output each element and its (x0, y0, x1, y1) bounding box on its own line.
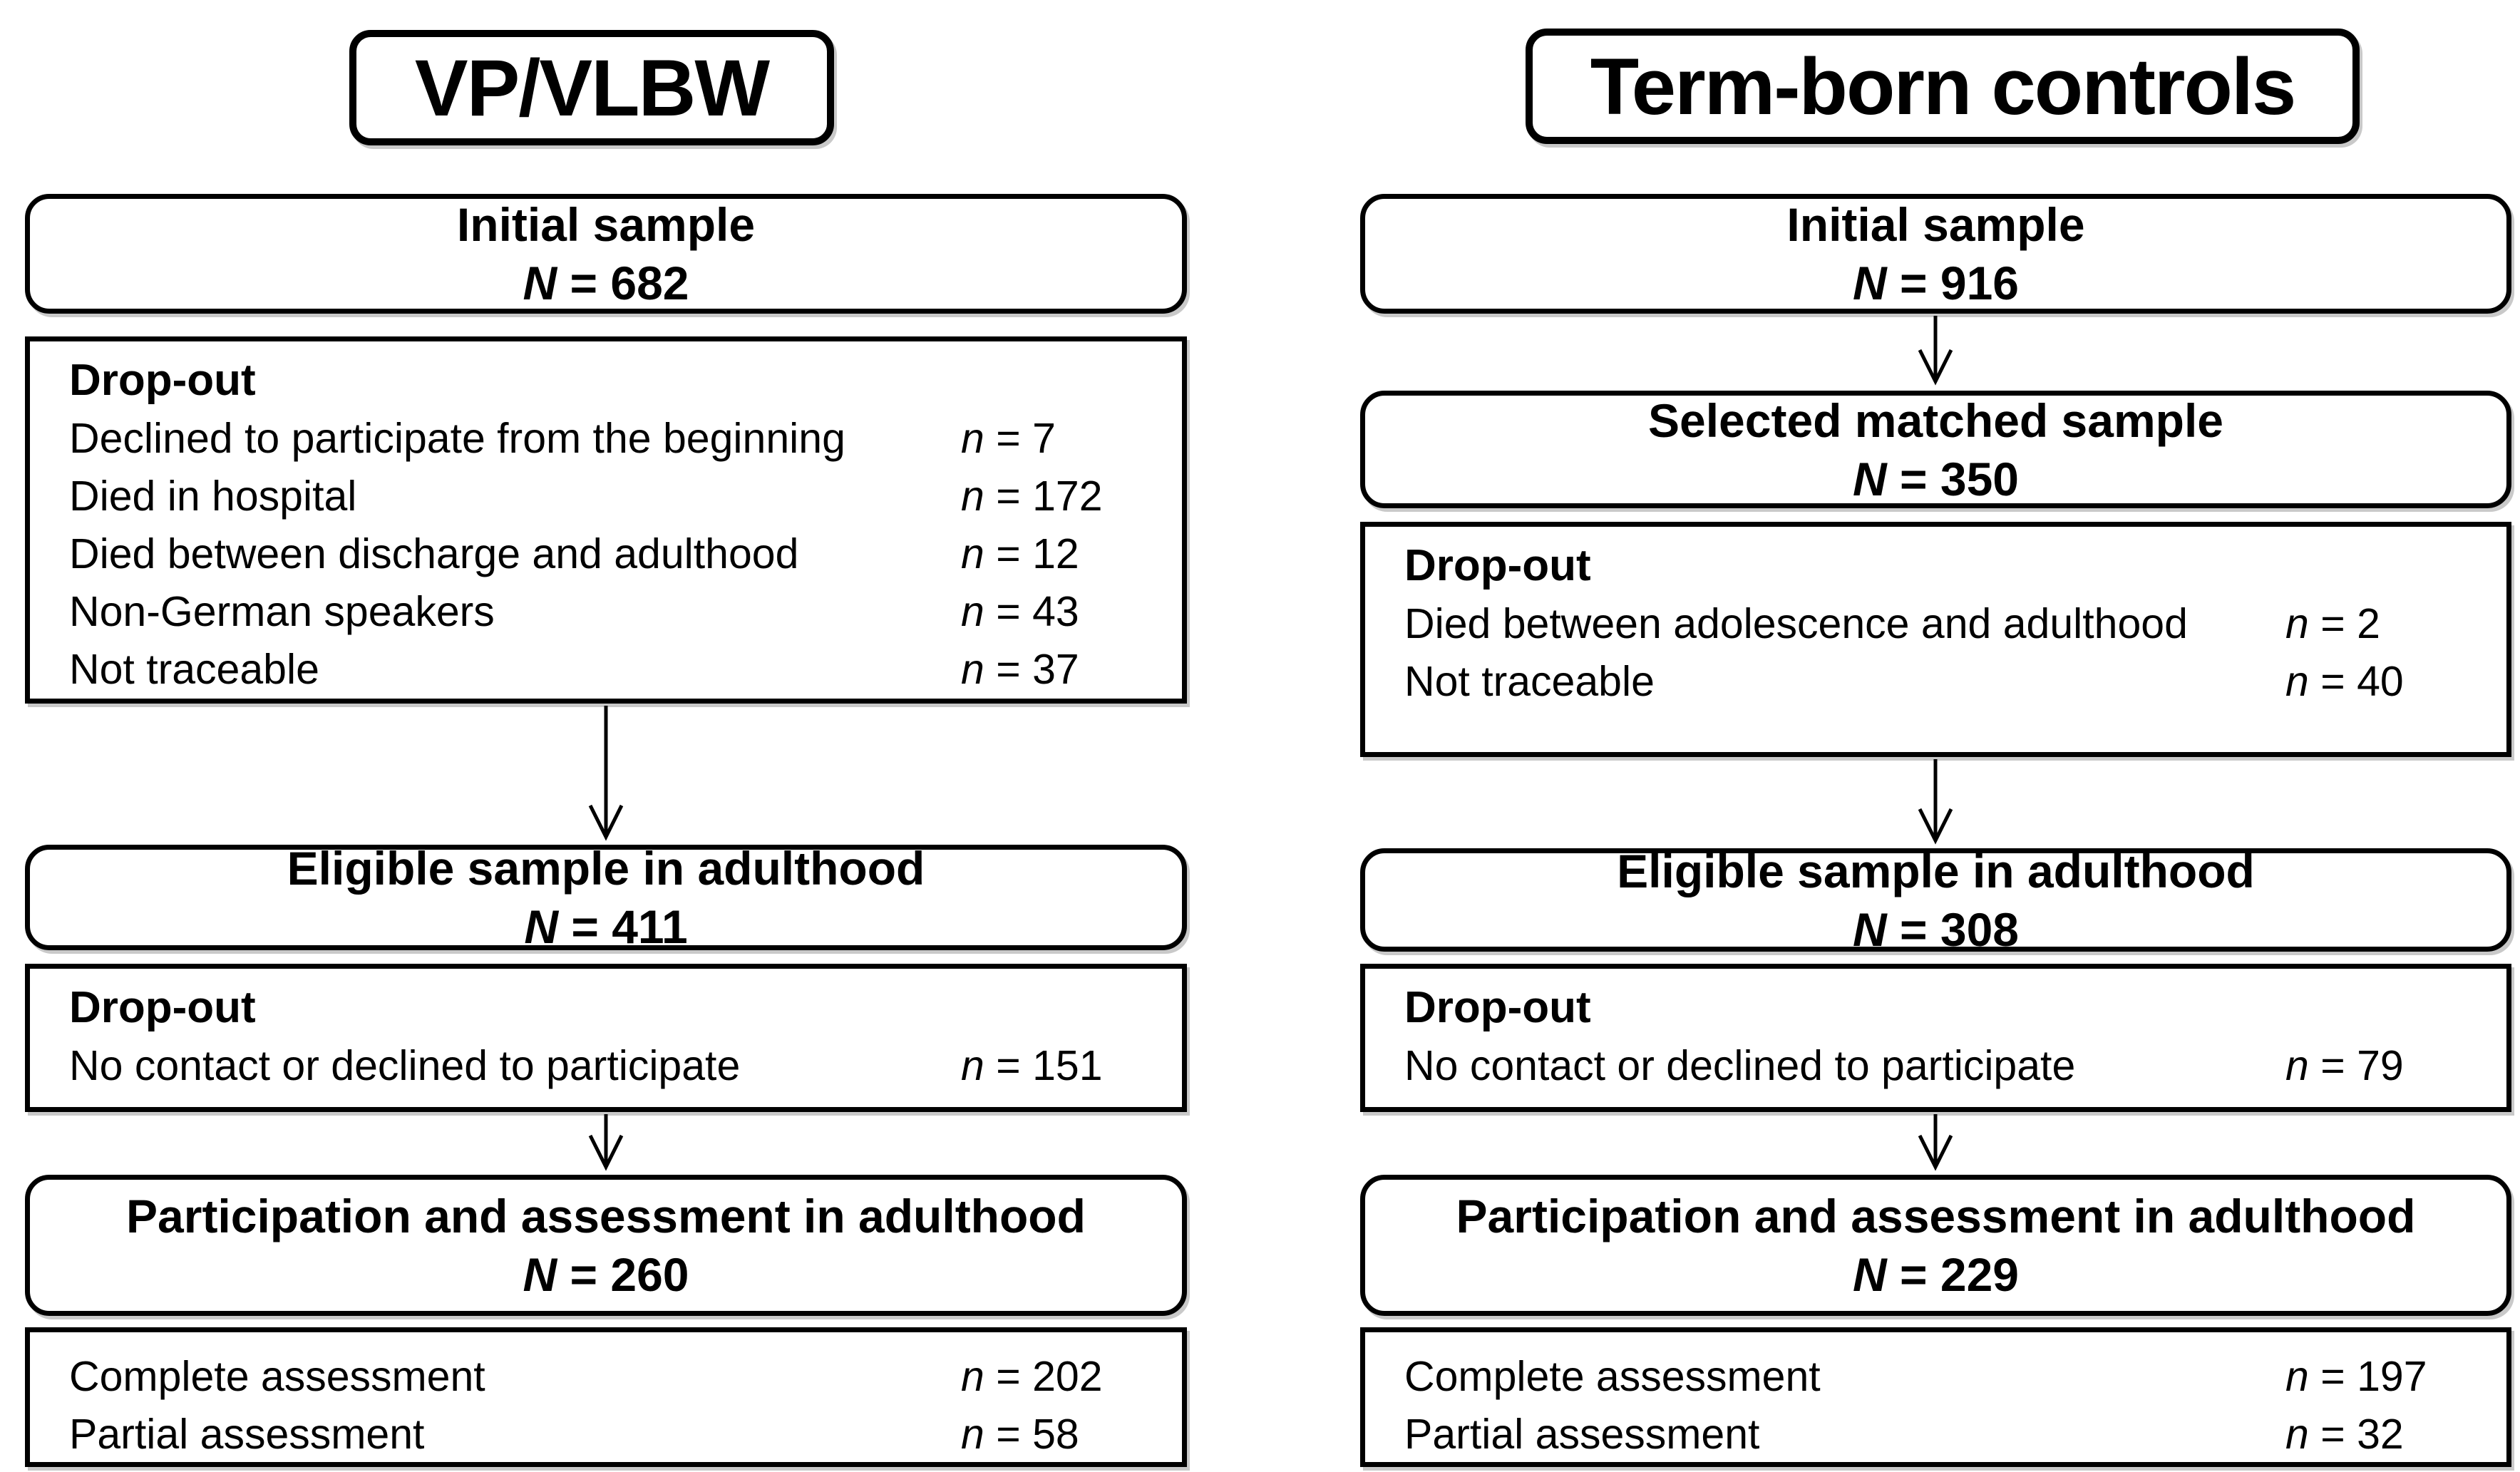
down-arrow-icon (583, 1114, 629, 1176)
dropout-heading: Drop-out (1404, 541, 1591, 590)
group-title-label: Term-born controls (1590, 41, 2297, 131)
box-right-eligible-sample: Eligible sample in adulthood N = 308 (1360, 845, 2511, 956)
down-arrow-icon (1913, 316, 1958, 391)
sample-size: N = 411 (524, 900, 688, 953)
row-count: n = 32 (2285, 1411, 2404, 1458)
box-right-initial-sample: Initial sample N = 916 (1360, 194, 2511, 314)
assessment-row: Partial assessment n = 32 (1365, 1406, 2506, 1463)
sample-size: N = 308 (1852, 902, 2019, 956)
box-title: Selected matched sample (1647, 393, 2224, 447)
dropout-row: Died between discharge and adulthood n =… (30, 525, 1182, 583)
down-arrow-icon (1913, 759, 1958, 850)
dropout-heading: Drop-out (69, 983, 256, 1032)
sample-size: N = 682 (523, 257, 689, 309)
box-left-eligible-sample: Eligible sample in adulthood N = 411 (25, 842, 1187, 953)
row-count: n = 12 (961, 530, 1079, 577)
group-title-label: VP/VLBW (414, 43, 770, 133)
row-count: n = 37 (961, 646, 1079, 693)
box-title: Initial sample (456, 198, 756, 251)
dropout-heading: Drop-out (69, 356, 256, 405)
assessment-row: Partial assessment n = 58 (30, 1406, 1182, 1463)
sample-size: N = 260 (523, 1248, 689, 1301)
dropout-row: No contact or declined to participate n … (1365, 1037, 2506, 1095)
row-count: n = 43 (961, 588, 1079, 635)
sample-size: N = 350 (1852, 452, 2019, 505)
down-arrow-icon (1913, 1114, 1958, 1176)
row-count: n = 79 (2285, 1042, 2404, 1089)
sample-size: N = 229 (1852, 1248, 2019, 1301)
dropout-row: Not traceable n = 37 (30, 641, 1182, 699)
box-right-dropout-1: Drop-out Died between adolescence and ad… (1360, 522, 2511, 757)
row-count: n = 58 (961, 1411, 1079, 1458)
dropout-row: Non-German speakers n = 43 (30, 583, 1182, 641)
row-count: n = 7 (961, 415, 1056, 462)
box-right-dropout-2: Drop-out No contact or declined to parti… (1360, 964, 2511, 1112)
dropout-row: Declined to participate from the beginni… (30, 410, 1182, 468)
row-count: n = 172 (961, 473, 1103, 520)
down-arrow-icon (583, 706, 629, 846)
box-left-dropout-1: Drop-out Declined to participate from th… (25, 336, 1187, 704)
box-title: Eligible sample in adulthood (1617, 844, 2255, 897)
dropout-heading: Drop-out (1404, 983, 1591, 1032)
dropout-row: Died in hospital n = 172 (30, 468, 1182, 525)
dropout-row: No contact or declined to participate n … (30, 1037, 1182, 1095)
box-left-dropout-2: Drop-out No contact or declined to parti… (25, 964, 1187, 1112)
dropout-row: Died between adolescence and adulthood n… (1365, 595, 2506, 653)
box-title: Eligible sample in adulthood (287, 842, 925, 895)
sample-size: N = 916 (1852, 257, 2019, 309)
assessment-row: Complete assessment n = 202 (30, 1348, 1182, 1406)
row-count: n = 202 (961, 1353, 1103, 1400)
box-right-assessment: Complete assessment n = 197 Partial asse… (1360, 1327, 2511, 1467)
box-right-selected-matched-sample: Selected matched sample N = 350 (1360, 391, 2511, 508)
row-count: n = 197 (2285, 1353, 2427, 1400)
row-count: n = 2 (2285, 600, 2380, 647)
group-title-vpvlbw: VP/VLBW (349, 30, 834, 145)
row-count: n = 40 (2285, 658, 2404, 705)
assessment-row: Complete assessment n = 197 (1365, 1348, 2506, 1406)
dropout-row: Not traceable n = 40 (1365, 653, 2506, 711)
box-left-initial-sample: Initial sample N = 682 (25, 194, 1187, 314)
box-title: Participation and assessment in adulthoo… (126, 1190, 1086, 1242)
box-left-assessment: Complete assessment n = 202 Partial asse… (25, 1327, 1187, 1467)
box-title: Participation and assessment in adulthoo… (1456, 1190, 2416, 1242)
box-left-participation: Participation and assessment in adulthoo… (25, 1175, 1187, 1316)
box-title: Initial sample (1786, 198, 2085, 251)
group-title-term-born-controls: Term-born controls (1526, 29, 2360, 144)
row-count: n = 151 (961, 1042, 1103, 1089)
box-right-participation: Participation and assessment in adulthoo… (1360, 1175, 2511, 1316)
